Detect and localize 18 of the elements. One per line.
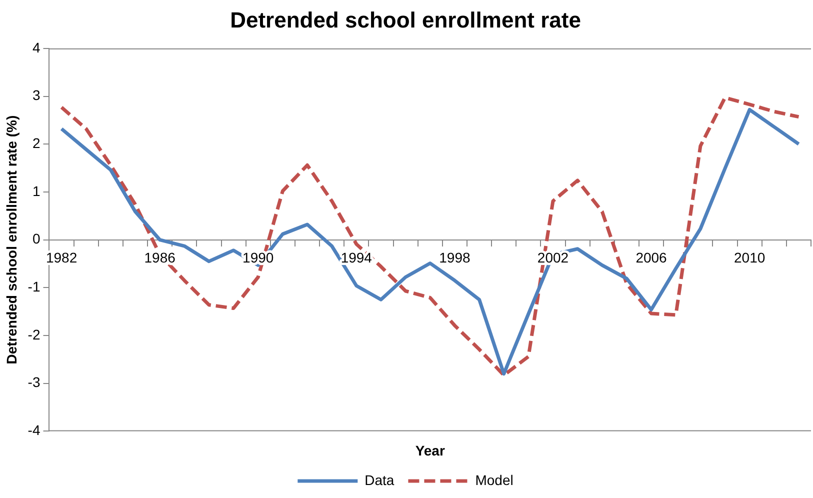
x-axis-title: Year [415,442,446,458]
y-tick-label: 3 [32,87,40,104]
legend-label: Data [364,472,394,488]
x-tick-label: 1982 [46,250,78,266]
x-tick-label: 2006 [636,250,668,266]
y-tick-label: 1 [32,182,40,199]
y-tick-label: 4 [32,39,40,56]
y-tick-label: -3 [28,374,40,390]
chart-title: Detrended school enrollment rate [230,7,581,32]
y-tick-label: 0 [32,230,40,247]
x-tick-label: 1998 [439,250,470,266]
y-axis-title: Detrended school enrollment rate (%) [3,115,20,364]
y-tick-label: -1 [28,278,40,295]
y-tick-label: 2 [32,134,40,151]
x-tick-label: 2010 [734,250,766,266]
y-tick-label: -4 [28,422,40,438]
y-tick-label: -2 [28,326,40,342]
legend-label: Model [475,472,514,488]
